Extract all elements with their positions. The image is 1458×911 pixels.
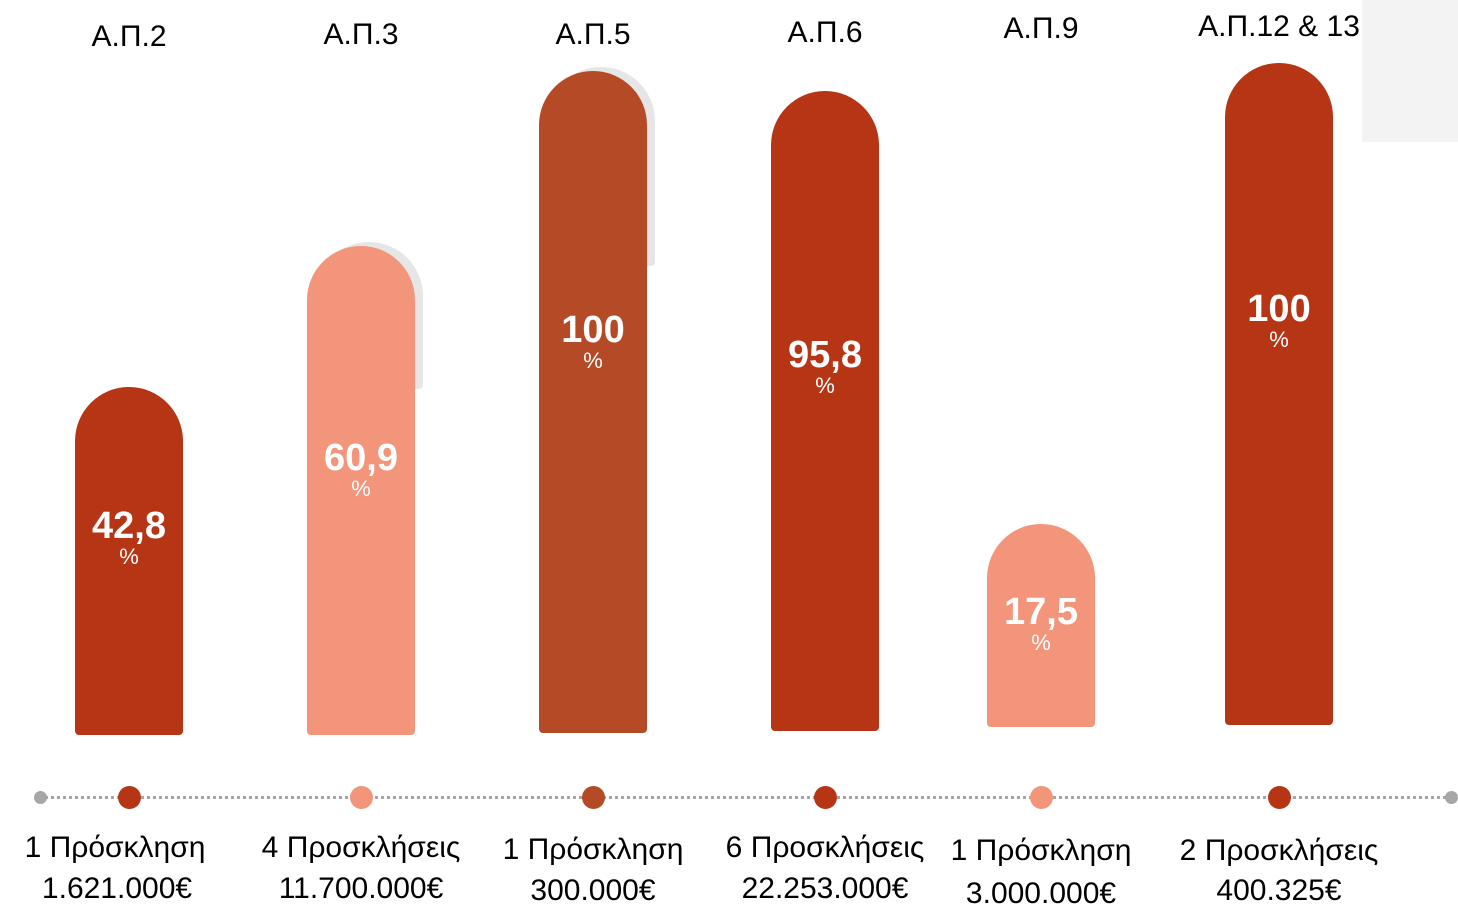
calls-count-label: 4 Προσκλήσεις — [261, 831, 461, 864]
budget-amount-label: 1.621.000€ — [41, 872, 193, 905]
bar: 100% — [1225, 63, 1333, 725]
budget-amount-label: 22.253.000€ — [741, 872, 909, 905]
timeline-dot — [1030, 786, 1053, 809]
timeline-dot — [582, 786, 605, 809]
bar: 100% — [539, 71, 647, 733]
bar-value-label: 17,5 — [1004, 591, 1078, 633]
bar-value-label: 100 — [1247, 288, 1311, 330]
category-label: Α.Π.6 — [787, 16, 863, 49]
bar-unit-label: % — [1031, 630, 1051, 655]
category-label: Α.Π.9 — [1003, 12, 1079, 45]
bar-unit-label: % — [815, 373, 835, 398]
bar-unit-label: % — [1269, 327, 1289, 352]
category-label: Α.Π.12 & 13 — [1198, 10, 1360, 43]
calls-count-label: 6 Προσκλήσεις — [725, 831, 925, 864]
bar-unit-label: % — [119, 544, 139, 569]
category-label: Α.Π.5 — [555, 18, 631, 51]
timeline-dot — [118, 786, 141, 809]
bar: 17,5% — [987, 524, 1095, 727]
bar-unit-label: % — [351, 476, 371, 501]
bar: 95,8% — [771, 91, 879, 731]
timeline-start-dot — [34, 791, 47, 804]
timeline-dot — [814, 786, 837, 809]
timeline-end-dot — [1445, 791, 1458, 804]
timeline-dot — [1268, 786, 1291, 809]
budget-amount-label: 11.700.000€ — [278, 872, 444, 905]
category-label: Α.Π.2 — [91, 20, 167, 53]
bar-unit-label: % — [583, 348, 603, 373]
bar: 42,8% — [75, 387, 183, 735]
budget-amount-label: 400.325€ — [1216, 874, 1342, 907]
calls-count-label: 1 Πρόσκληση — [24, 831, 206, 864]
bar-value-label: 42,8 — [92, 505, 166, 547]
calls-count-label: 1 Πρόσκληση — [950, 834, 1132, 867]
calls-count-label: 1 Πρόσκληση — [502, 833, 684, 866]
bar: 60,9% — [307, 246, 415, 735]
corner-panel — [1362, 0, 1458, 142]
budget-amount-label: 3.000.000€ — [965, 877, 1117, 910]
calls-count-label: 2 Προσκλήσεις — [1179, 834, 1379, 867]
bar-value-label: 60,9 — [324, 437, 398, 479]
timeline-line — [40, 796, 1452, 799]
budget-amount-label: 300.000€ — [530, 874, 656, 907]
category-label: Α.Π.3 — [323, 18, 399, 51]
bar-value-label: 95,8 — [788, 334, 862, 376]
bar-value-label: 100 — [561, 309, 625, 351]
timeline-dot — [350, 786, 373, 809]
